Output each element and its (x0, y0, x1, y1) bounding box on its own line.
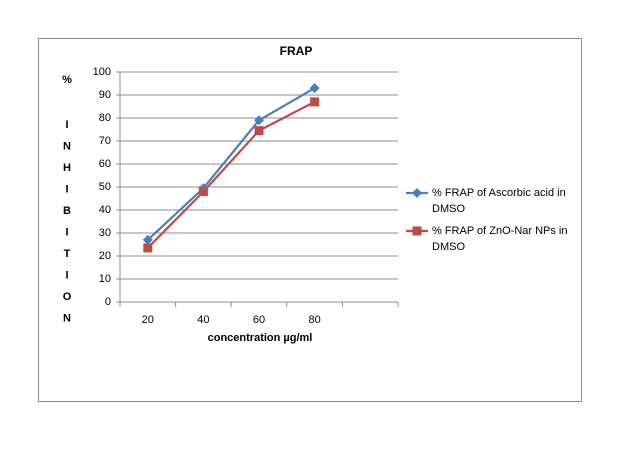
legend-marker (412, 226, 422, 236)
chart-title: FRAP (280, 44, 313, 58)
marker (143, 243, 153, 253)
y-tick-label: 20 (99, 250, 111, 262)
y-label-symbol: % (62, 74, 72, 86)
y-tick-label: 50 (99, 181, 111, 193)
y-tick-label: 40 (99, 204, 111, 216)
legend-label: % FRAP of ZnO-Nar NPs in DMSO (432, 225, 568, 253)
chart-border (38, 38, 582, 402)
series-line (147, 100, 316, 249)
legend-marker (412, 188, 422, 198)
x-tick-label: 20 (142, 314, 154, 326)
y-tick-label: 80 (99, 112, 111, 124)
series-line (147, 87, 316, 241)
marker (310, 97, 320, 107)
marker (254, 126, 264, 136)
marker (254, 115, 264, 126)
marker (198, 187, 208, 197)
y-tick-label: 30 (99, 227, 111, 239)
y-tick-label: 60 (99, 158, 111, 170)
legend-label: % FRAP of Ascorbic acid in DMSO (432, 187, 566, 215)
y-tick-label: 0 (105, 296, 111, 308)
y-tick-label: 90 (99, 89, 111, 101)
x-tick-label: 80 (308, 314, 320, 326)
marker (309, 83, 320, 94)
x-label: concentration µg/ml (208, 332, 313, 344)
x-tick-label: 40 (197, 314, 209, 326)
y-tick-label: 100 (93, 66, 111, 78)
y-tick-label: 70 (99, 135, 111, 147)
marker (142, 234, 153, 245)
x-tick-label: 60 (253, 314, 265, 326)
y-tick-label: 10 (99, 273, 111, 285)
